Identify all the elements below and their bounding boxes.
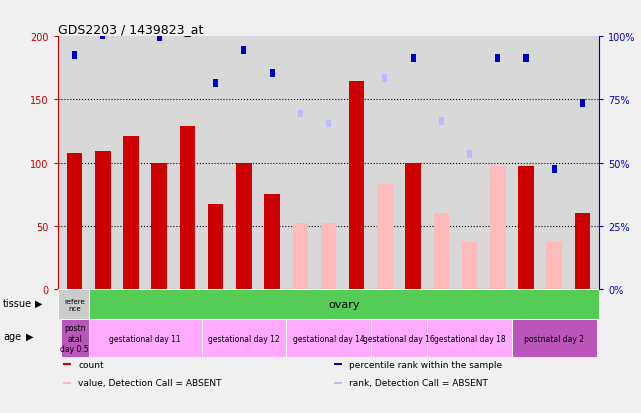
Bar (58, 290, 88, 319)
Bar (546, 243, 562, 290)
Bar (270, 70, 274, 78)
Bar (286, 319, 371, 357)
Bar (67, 153, 83, 290)
Bar (100, 32, 105, 40)
Bar (377, 185, 393, 290)
Bar (320, 224, 337, 290)
Bar (63, 363, 71, 366)
Bar (371, 319, 428, 357)
Text: gestational day 18: gestational day 18 (434, 334, 505, 343)
Bar (292, 224, 308, 290)
Bar (63, 382, 71, 384)
Bar (354, 17, 359, 24)
Bar (123, 137, 139, 290)
Bar (467, 151, 472, 158)
Bar (574, 214, 590, 290)
Text: postn
atal
day 0.5: postn atal day 0.5 (60, 323, 89, 353)
Bar (242, 47, 246, 55)
Bar (383, 75, 387, 83)
Text: ovary: ovary (328, 299, 360, 309)
Bar (298, 110, 303, 118)
Bar (185, 24, 190, 32)
Bar (524, 55, 529, 62)
Bar (88, 319, 201, 357)
Bar (462, 243, 478, 290)
Text: tissue: tissue (3, 298, 32, 308)
Text: postnatal day 2: postnatal day 2 (524, 334, 584, 343)
Bar (495, 55, 501, 62)
Bar (326, 121, 331, 128)
Text: gestational day 11: gestational day 11 (110, 334, 181, 343)
Bar (334, 382, 342, 384)
Bar (60, 319, 88, 357)
Text: age: age (3, 332, 21, 342)
Text: rank, Detection Call = ABSENT: rank, Detection Call = ABSENT (349, 378, 488, 387)
Bar (428, 319, 512, 357)
Text: refere
nce: refere nce (64, 298, 85, 311)
Bar (72, 52, 77, 60)
Bar (213, 80, 218, 88)
Bar (264, 195, 280, 290)
Bar (151, 163, 167, 290)
Text: gestational day 12: gestational day 12 (208, 334, 279, 343)
Bar (433, 214, 449, 290)
Bar (179, 127, 196, 290)
Bar (439, 118, 444, 126)
Bar (580, 100, 585, 108)
Text: count: count (78, 360, 104, 369)
Bar (208, 205, 224, 290)
Bar (512, 319, 597, 357)
Bar (95, 152, 111, 290)
Bar (349, 81, 365, 290)
Bar (156, 35, 162, 42)
Bar (405, 163, 421, 290)
Bar (411, 55, 415, 62)
Text: ▶: ▶ (35, 298, 43, 308)
Bar (490, 167, 506, 290)
Text: value, Detection Call = ABSENT: value, Detection Call = ABSENT (78, 378, 222, 387)
Bar (201, 319, 286, 357)
Bar (552, 166, 557, 173)
Text: percentile rank within the sample: percentile rank within the sample (349, 360, 502, 369)
Bar (334, 363, 342, 366)
Text: gestational day 14: gestational day 14 (293, 334, 364, 343)
Bar (518, 167, 534, 290)
Text: GDS2203 / 1439823_at: GDS2203 / 1439823_at (58, 23, 203, 36)
Bar (236, 163, 252, 290)
Text: gestational day 16: gestational day 16 (363, 334, 435, 343)
Text: ▶: ▶ (26, 332, 33, 342)
Bar (128, 24, 133, 32)
